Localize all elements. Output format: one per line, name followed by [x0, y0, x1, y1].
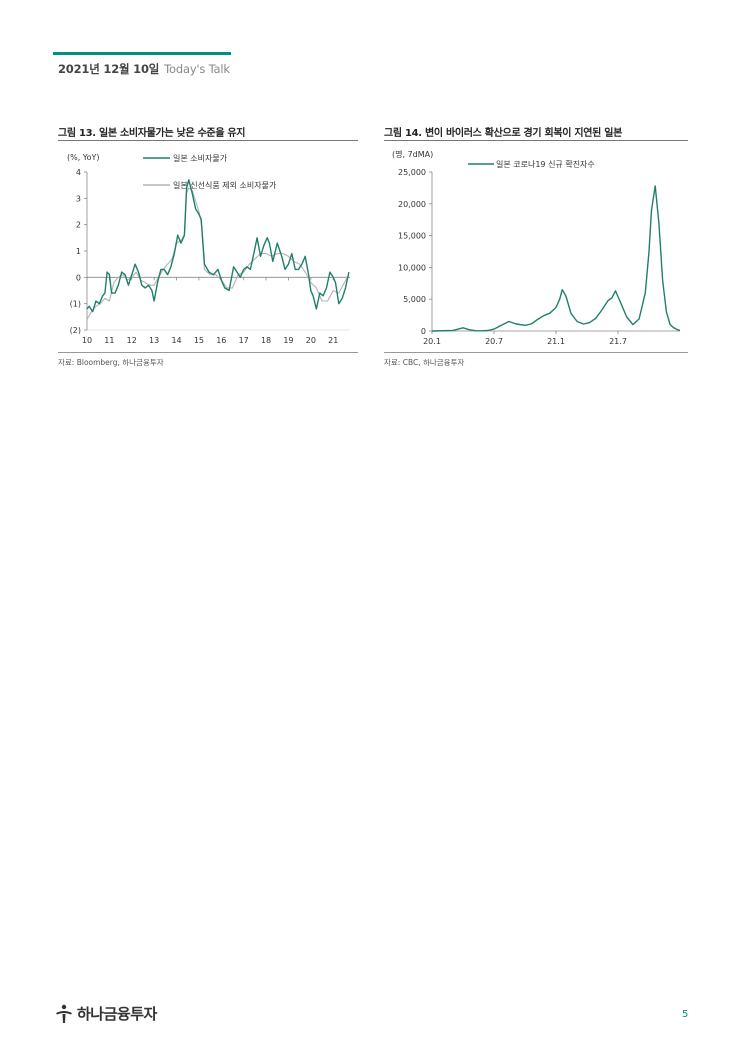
cpi-x-tick-label: 21: [328, 336, 338, 345]
chart-covid-series: [431, 185, 681, 332]
covid-y-tick-label: 10,000: [398, 263, 426, 272]
figure-13-title: 그림 13. 일본 소비자물가는 낮은 수준을 유지: [58, 128, 246, 139]
chart-cpi-legend: 일본 소비자물가 일본 신선식품 제외 소비자물가: [143, 154, 277, 190]
covid-y-tick-label: 0: [421, 327, 426, 336]
chart-covid-legend: 일본 코로나19 신규 확진자수: [468, 159, 595, 169]
legend-label-covid: 일본 코로나19 신규 확진자수: [496, 159, 595, 169]
page-number: 5: [682, 1009, 689, 1020]
cpi-x-tick-label: 10: [82, 336, 92, 345]
chart-covid-axes: 25,000 20,000 15,000 10,000 5,000 020.1 20.7 21…: [398, 168, 680, 346]
legend-label-cpi: 일본 소비자물가: [173, 154, 228, 163]
figure-14-source: 자료: CBC, 하나금융투자: [384, 358, 465, 367]
cpi-y-tick-label: (1): [70, 300, 81, 309]
cpi-x-tick-label: 16: [216, 336, 226, 345]
cpi-x-tick-label: 17: [239, 336, 249, 345]
chart-cpi-series: [86, 179, 350, 320]
header-brand: Today's Talk: [164, 62, 230, 76]
covid-y-tick-label: 25,000: [398, 168, 426, 177]
covid-x-tick-label: 21.1: [547, 337, 565, 346]
chart-covid: (명, 7dMA) 25,000 20,000 15,000 10,000 5,000 0…: [392, 149, 681, 346]
cpi-x-tick-label: 13: [149, 336, 159, 345]
figure-13-bottom-rule: [58, 352, 358, 353]
covid-y-tick-label: 15,000: [398, 232, 426, 241]
cpi-x-tick-label: 15: [194, 336, 204, 345]
figure-13-source: 자료: Bloomberg, 하나금융투자: [58, 358, 164, 367]
hana-logo-icon: [56, 1004, 72, 1023]
cpi-x-tick-label: 11: [104, 336, 114, 345]
cpi-x-tick-label: 18: [261, 336, 271, 345]
covid-series-line-0: [431, 185, 681, 332]
covid-y-tick-label: 20,000: [398, 200, 426, 209]
cpi-x-tick-label: 14: [171, 336, 181, 345]
figure-13-rule: [58, 140, 358, 141]
covid-x-tick-label: 20.7: [485, 337, 503, 346]
chart-cpi-unit-label: (%, YoY): [67, 153, 100, 162]
footer-logo-text: 하나금융투자: [77, 1005, 157, 1023]
covid-y-tick-label: 5,000: [403, 295, 426, 304]
header-date: 2021년 12월 10일: [58, 62, 160, 76]
page-header: 2021년 12월 10일 Today's Talk: [58, 61, 230, 77]
covid-x-tick-label: 21.7: [609, 337, 627, 346]
cpi-y-tick-label: 4: [76, 168, 81, 177]
legend-label-core-cpi: 일본 신선식품 제외 소비자물가: [173, 180, 277, 190]
header-accent-bar: [53, 52, 231, 55]
cpi-series-line-1: [86, 187, 350, 320]
cpi-x-tick-label: 20: [306, 336, 316, 345]
cpi-y-tick-label: (2): [70, 326, 81, 335]
footer-logo: 하나금융투자: [55, 1003, 157, 1024]
chart-covid-unit-label: (명, 7dMA): [392, 149, 433, 159]
figure-14-title: 그림 14. 변이 바이러스 확산으로 경기 회복이 지연된 일본: [384, 128, 623, 139]
figure-14-bottom-rule: [384, 352, 688, 353]
cpi-y-tick-label: 1: [76, 247, 81, 256]
cpi-y-tick-label: 0: [76, 273, 81, 282]
cpi-series-line-0: [86, 179, 350, 313]
covid-x-tick-label: 20.1: [423, 337, 441, 346]
cpi-x-tick-label: 12: [127, 336, 137, 345]
cpi-x-tick-label: 19: [283, 336, 293, 345]
cpi-y-tick-label: 2: [76, 221, 81, 230]
figure-14-rule: [384, 140, 688, 141]
cpi-y-tick-label: 3: [76, 194, 81, 203]
